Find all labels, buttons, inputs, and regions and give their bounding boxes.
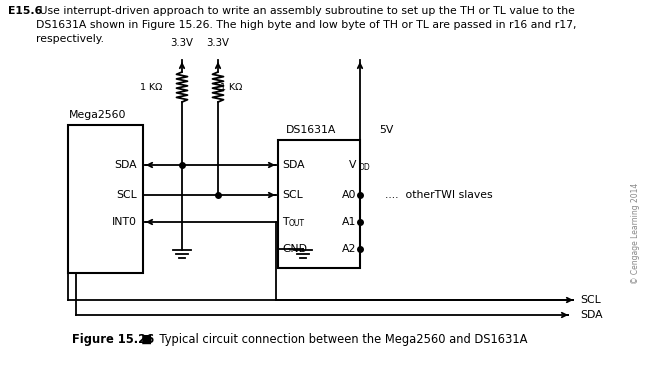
Text: A0: A0 (341, 190, 356, 200)
Text: 1 KΩ: 1 KΩ (220, 83, 243, 92)
Text: GND: GND (282, 244, 307, 254)
Text: DS1631A: DS1631A (286, 125, 336, 135)
Text: INT0: INT0 (112, 217, 137, 227)
Text: SDA: SDA (580, 310, 602, 320)
Text: ....  otherTWI slaves: .... otherTWI slaves (385, 190, 493, 200)
Text: SCL: SCL (580, 295, 600, 305)
Text: Figure 15.26: Figure 15.26 (72, 333, 154, 346)
Text: Use interrupt-driven approach to write an assembly subroutine to set up the TH o: Use interrupt-driven approach to write a… (36, 6, 577, 44)
Bar (278, 140, 360, 268)
Text: A1: A1 (342, 217, 356, 227)
Text: V: V (348, 160, 356, 170)
Text: A2: A2 (342, 244, 356, 254)
Text: SCL: SCL (116, 190, 137, 200)
Text: 3.3V: 3.3V (206, 38, 230, 48)
Text: 5V: 5V (379, 125, 393, 135)
Text: 3.3V: 3.3V (170, 38, 194, 48)
Text: © Cengage Learning 2014: © Cengage Learning 2014 (631, 182, 640, 284)
Text: SDA: SDA (114, 160, 137, 170)
Text: E15.6: E15.6 (8, 6, 43, 16)
Text: SCL: SCL (282, 190, 303, 200)
Text: T: T (282, 217, 288, 227)
Text: SDA: SDA (282, 160, 304, 170)
Text: DD: DD (358, 163, 370, 173)
Text: OUT: OUT (289, 220, 305, 229)
Bar (68, 125, 143, 273)
Text: 1 KΩ: 1 KΩ (139, 83, 162, 92)
Text: Mega2560: Mega2560 (69, 110, 126, 120)
Text: ■  Typical circuit connection between the Mega2560 and DS1631A: ■ Typical circuit connection between the… (134, 333, 528, 346)
